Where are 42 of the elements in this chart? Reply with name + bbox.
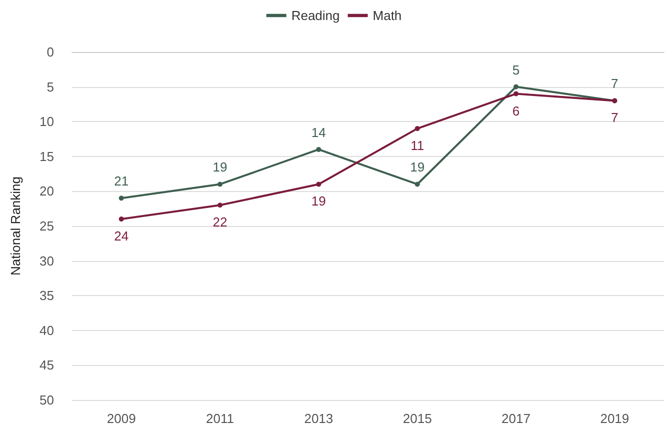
legend-label: Reading (291, 8, 340, 23)
y-tick-label: 30 (40, 253, 54, 268)
y-tick-label: 35 (40, 288, 54, 304)
x-tick-label: 2015 (402, 411, 432, 426)
y-tick-label: 15 (40, 148, 54, 164)
data-label: 19 (212, 160, 228, 175)
y-tick-label: 0 (46, 44, 54, 60)
data-label: 14 (311, 124, 326, 140)
y-tick-label: 10 (40, 114, 54, 130)
point (514, 91, 518, 96)
data-label: 11 (410, 138, 424, 154)
x-tick-label: 2009 (106, 411, 136, 426)
data-label: 19 (410, 160, 425, 175)
data-label: 24 (114, 228, 129, 244)
y-tick-label: 20 (40, 184, 54, 199)
y-axis-title: National Ranking (8, 176, 23, 276)
data-label: 21 (114, 174, 129, 189)
point (218, 182, 222, 187)
point (218, 202, 222, 208)
point (118, 216, 124, 222)
data-label: 6 (512, 103, 520, 118)
point (316, 146, 322, 152)
y-tick-label: 40 (40, 322, 54, 338)
y-tick-label: 50 (40, 392, 54, 408)
point (414, 182, 420, 187)
point (316, 182, 322, 187)
data-label: 7 (611, 110, 618, 126)
point (414, 126, 420, 132)
data-label: 19 (311, 194, 326, 209)
y-tick-label: 45 (40, 358, 54, 373)
legend-label: Math (372, 8, 402, 23)
x-tick-label: 2011 (206, 411, 234, 426)
data-label: 7 (611, 76, 618, 92)
data-label: 22 (212, 214, 228, 230)
x-tick-label: 2019 (600, 411, 630, 426)
point (118, 196, 124, 201)
y-tick-label: 25 (40, 218, 54, 234)
data-label: 5 (512, 62, 520, 78)
point (514, 84, 518, 90)
x-tick-label: 2017 (502, 411, 530, 426)
y-tick-label: 5 (46, 79, 54, 94)
x-tick-label: 2013 (304, 411, 334, 426)
